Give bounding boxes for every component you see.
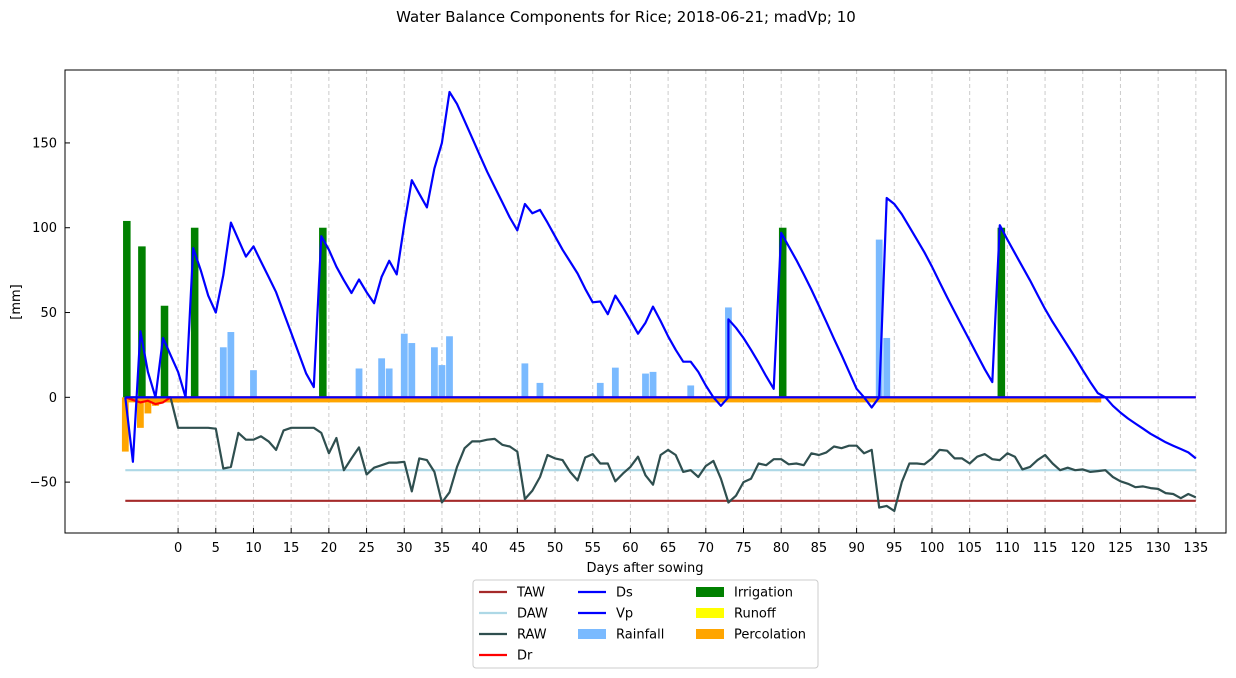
legend-label: Vp [616,607,633,622]
x-tick-label: 35 [434,541,451,556]
legend-label: Irrigation [734,586,793,601]
legend-swatch [696,608,724,618]
x-tick-label: 30 [396,541,413,556]
series-line-vp [124,90,1196,463]
bar-percolation-band [125,397,1098,403]
bar-percolation [717,397,725,403]
bar-rainfall [438,365,446,398]
x-tick-label: 65 [660,541,677,556]
bar-irrigation [190,227,199,398]
x-tick-label: 50 [547,541,564,556]
bar-rainfall [596,382,604,398]
bar-irrigation [160,305,169,398]
x-tick-label: 110 [995,541,1020,556]
bar-rainfall [687,385,695,398]
bar-rainfall [385,368,393,398]
x-tick-label: 85 [811,541,828,556]
bar-percolation [1094,397,1102,403]
legend-label: DAW [517,607,548,622]
grid [177,70,1197,533]
legend: TAW DAW RAW Dr Ds Vp Rainfall Irrigation Runoff P… [472,579,819,669]
bar-percolation [159,397,167,403]
bar-percolation [121,397,129,452]
bar-rainfall [642,373,649,398]
bar-rainfall [446,336,453,398]
x-tick-label: 15 [283,541,300,556]
x-tick-label: 0 [174,541,182,556]
legend-label: Rainfall [616,628,664,643]
bar-irrigation [778,227,787,398]
x-tick-label: 120 [1070,541,1095,556]
x-tick-label: 55 [584,541,601,556]
y-tick-label: 50 [40,306,57,321]
y-axis-label: [mm] [9,284,24,319]
x-tick-label: 45 [509,541,526,556]
y-tick-label: −50 [30,476,57,491]
x-tick-label: 10 [245,541,262,556]
bar-rainfall [521,363,529,398]
legend-swatch [578,629,606,639]
bar-percolation [144,397,152,414]
x-axis-label: Days after sowing [587,561,704,576]
legend-label: Ds [616,586,633,601]
x-tick-label: 100 [920,541,945,556]
x-tick-label: 75 [735,541,752,556]
y-tick-label: 0 [49,391,57,406]
bar-rainfall [408,343,416,398]
x-tick-label: 70 [698,541,715,556]
x-tick-label: 125 [1108,541,1133,556]
y-tick-label: 100 [32,221,57,236]
bar-irrigation [123,220,131,398]
bars-layer [121,220,1102,452]
bar-rainfall [431,347,438,398]
bar-percolation [136,397,144,428]
x-tick-label: 90 [848,541,865,556]
bar-rainfall [649,371,657,398]
x-tick-label: 40 [471,541,488,556]
bar-rainfall [875,239,883,398]
legend-label: Dr [517,649,533,664]
bar-rainfall [355,368,363,398]
legend-label: Percolation [734,628,806,643]
x-tick-label: 80 [773,541,790,556]
x-tick-label: 130 [1146,541,1171,556]
bar-rainfall [611,367,619,398]
bar-rainfall [536,382,544,398]
x-tick-label: 135 [1183,541,1208,556]
ticks: 0 5 10 15 20 25 30 35 40 45 50 55 60 65 70 75 80 85 90 95 10… [30,136,1209,556]
x-tick-label: 5 [212,541,220,556]
bar-percolation [174,397,182,403]
legend-label: Runoff [734,607,777,622]
chart-title: Water Balance Components for Rice; 2018-… [396,8,856,26]
x-tick-label: 20 [321,541,338,556]
bar-irrigation [319,227,327,398]
plot-frame [64,69,1227,534]
legend-swatch [696,587,724,597]
bar-rainfall [378,358,386,398]
legend-label: RAW [517,628,547,643]
x-tick-label: 115 [1033,541,1058,556]
legend-label: TAW [516,586,545,601]
bar-rainfall [883,337,891,398]
series-line-raw [125,396,1197,513]
y-tick-label: 150 [32,136,57,151]
bar-rainfall [219,347,227,398]
lines-layer [124,90,1197,513]
bar-irrigation [138,246,146,398]
bar-rainfall [250,370,257,398]
legend-swatch [696,629,724,639]
bar-irrigation [997,227,1006,398]
bar-rainfall [227,332,235,398]
x-tick-label: 95 [886,541,903,556]
legend-box [472,579,819,669]
bar-rainfall [400,333,408,398]
series-line-ds [125,396,1197,460]
bar-percolation [182,397,190,403]
x-tick-label: 105 [957,541,982,556]
x-tick-label: 60 [622,541,639,556]
bar-percolation [152,397,159,406]
x-tick-label: 25 [358,541,375,556]
